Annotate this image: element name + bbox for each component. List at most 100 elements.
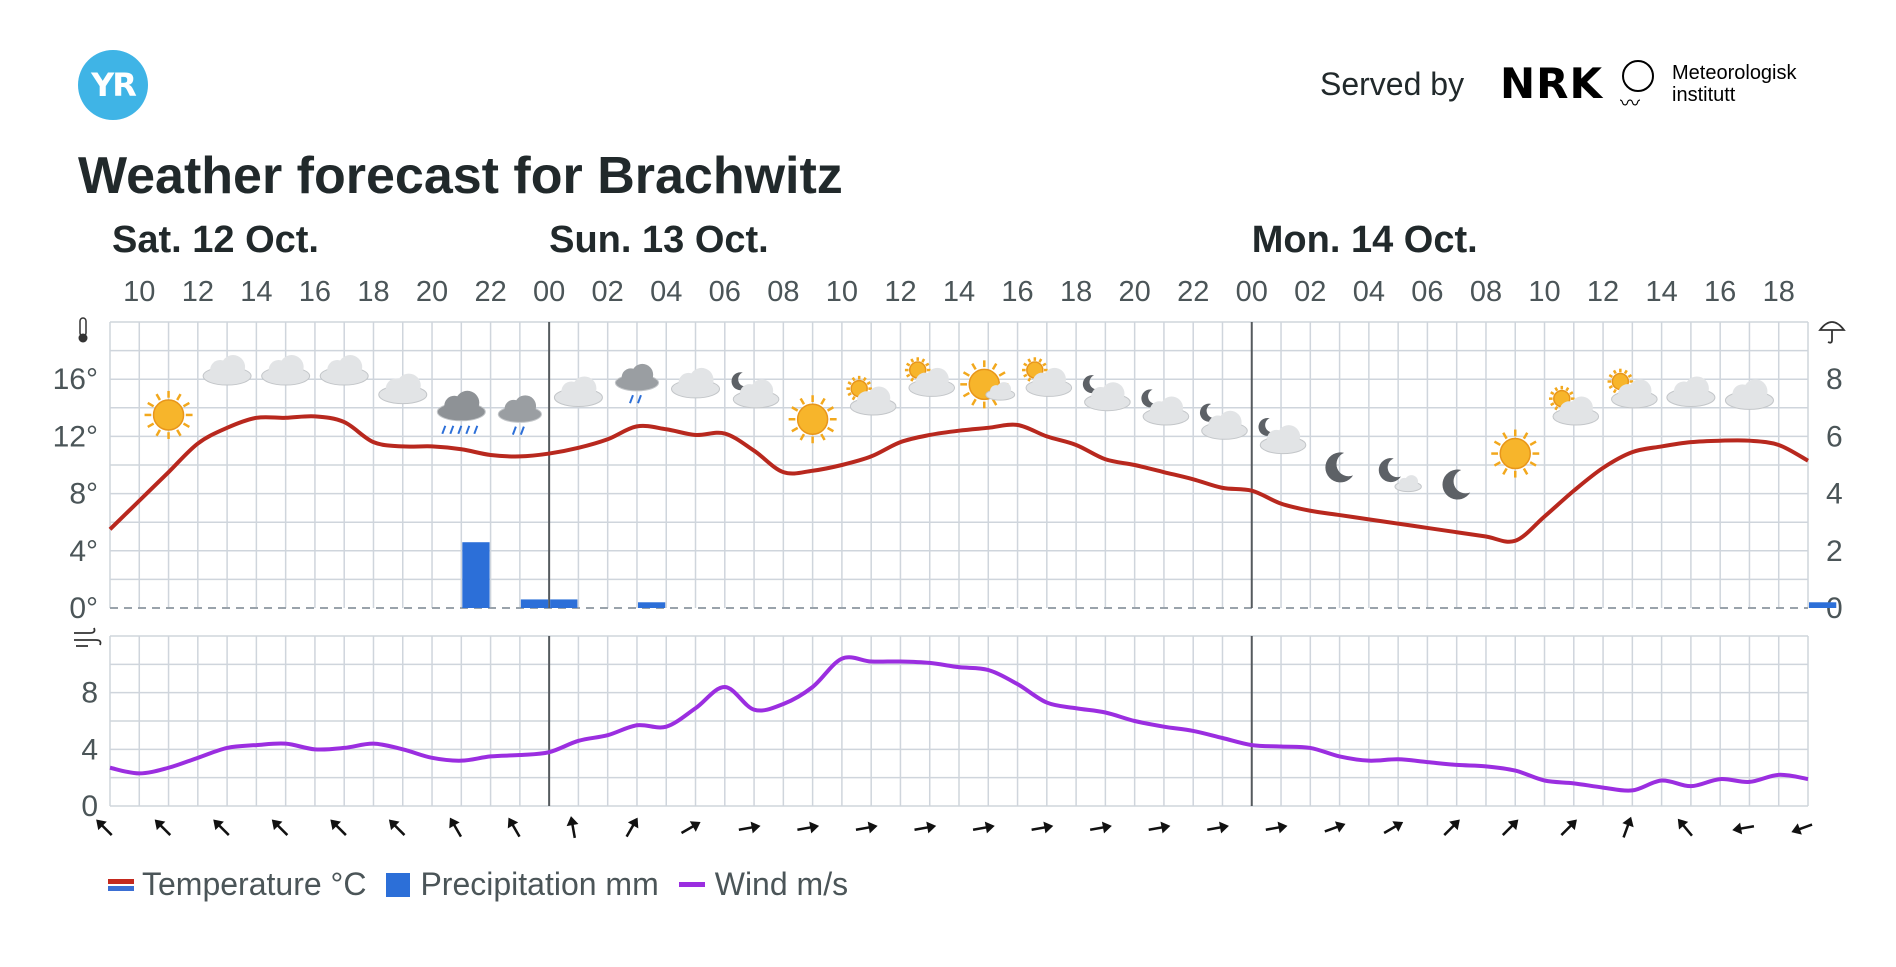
wind-direction-arrow-icon [797, 821, 820, 834]
wind-swatch [678, 882, 705, 887]
day-label: Sat. 12 Oct. [112, 219, 319, 261]
precip-axis-tick: 6 [1826, 420, 1843, 453]
sun-ray [155, 429, 162, 437]
precip-axis-tick: 2 [1826, 535, 1843, 568]
arrow-head [507, 817, 519, 829]
wind-direction-arrow-icon [914, 821, 937, 834]
cloudy-icon [1724, 379, 1774, 410]
partly-cloudy-sun-icon [1548, 385, 1600, 426]
clear-sky-sun-icon [788, 395, 837, 444]
light-rain-cloud-icon [614, 363, 660, 404]
moon-crescent [1082, 375, 1100, 394]
arrow-head [449, 817, 460, 829]
cloud-puff [1404, 475, 1419, 489]
wind-direction-arrow-icon [1031, 821, 1054, 834]
rain-drop [637, 394, 642, 404]
sun-ray [862, 376, 867, 382]
moon-crescent [1378, 458, 1401, 483]
wind-direction-arrow-icon [680, 821, 701, 835]
wind-direction-arrow-icon [330, 819, 347, 836]
yr-logo[interactable]: YR [78, 50, 148, 120]
rain-cloud-icon [436, 390, 486, 435]
arrow-head [388, 819, 400, 831]
sun-ray [906, 373, 911, 378]
sun-ray [991, 398, 998, 406]
partly-cloudy-sun-icon [1607, 368, 1658, 409]
clear-night-moon-icon [1442, 469, 1471, 500]
arrow-head [1622, 816, 1634, 828]
precipitation-bar [520, 599, 549, 608]
sun-ray [851, 376, 856, 382]
sun-ray [182, 422, 190, 429]
hour-tick-label: 10 [1528, 276, 1560, 308]
thermometer-stem [79, 317, 87, 337]
sun-ray [991, 362, 998, 371]
arrow-head [1277, 821, 1288, 834]
partly-cloudy-sun-icon [904, 357, 956, 397]
day-label: Mon. 14 Oct. [1252, 219, 1478, 261]
sun-ray [1027, 377, 1032, 382]
arrow-head [1507, 819, 1519, 831]
sun-ray [921, 358, 926, 363]
sun-ray [182, 401, 190, 408]
rain-drop [457, 425, 463, 435]
met-institute-name: Meteorologisk institutt [1672, 62, 1797, 106]
sun-ray [851, 395, 856, 401]
sun-ray [910, 377, 915, 382]
cloud-puff [631, 363, 654, 386]
precipitation-bar [462, 542, 490, 608]
hour-tick-label: 22 [474, 276, 506, 308]
cloud-puff [1160, 396, 1184, 420]
cloudy-icon [553, 376, 603, 407]
sun-ray [925, 362, 930, 367]
sun-ray [1565, 386, 1570, 392]
wind-direction-arrow-icon [1383, 821, 1404, 835]
wind-direction-arrow-icon [1622, 816, 1634, 838]
arrow-head [984, 821, 995, 834]
day-label: Sun. 13 Oct. [549, 219, 769, 261]
cloud-puff [926, 367, 949, 391]
hour-tick-label: 04 [1353, 276, 1385, 308]
arrow-head [566, 816, 579, 827]
cloud-puff [572, 376, 597, 401]
arrow-head [867, 821, 878, 834]
sun-ray [826, 426, 835, 433]
partly-cloudy-night-icon [1082, 375, 1131, 412]
sun-ray [1554, 406, 1559, 411]
arrow-head [96, 819, 107, 831]
sun-ray [799, 433, 806, 441]
sun-disc [1499, 437, 1531, 470]
sun-ray [1023, 362, 1028, 367]
wind-direction-arrow-icon [1560, 819, 1577, 836]
wind-direction-arrow-icon [271, 819, 289, 836]
cloudy-icon [319, 355, 369, 386]
wind-direction-arrow-icon [154, 819, 172, 836]
arrow-head [926, 821, 937, 834]
sun-ray [962, 391, 970, 398]
nrk-logo[interactable]: NRK [1500, 59, 1604, 108]
partly-cloudy-night-icon [1199, 403, 1248, 440]
hour-tick-label: 20 [1119, 276, 1151, 308]
sun-ray [820, 433, 826, 441]
rain-drop [473, 425, 479, 435]
sun-ray [1554, 386, 1559, 392]
sun-ray [1502, 467, 1508, 475]
temp-axis-tick: 4° [69, 535, 98, 568]
cloud-puff [221, 355, 246, 380]
hour-tick-label: 10 [123, 276, 155, 308]
sun-ray [866, 381, 871, 386]
hour-tick-label: 08 [1470, 276, 1502, 308]
hour-tick-label: 08 [767, 276, 799, 308]
temperature-line [108, 414, 1809, 544]
cloudy-icon [671, 367, 721, 399]
met-institute-logo[interactable] [1622, 60, 1654, 92]
sun-ray [1550, 402, 1555, 407]
arrow-head [1732, 822, 1743, 835]
partly-cloudy-night-icon [1141, 389, 1190, 426]
wind-direction-arrow-icon [1501, 819, 1519, 836]
moon-crescent [1258, 417, 1276, 436]
wind-direction-arrow-icon [1443, 819, 1460, 836]
partly-cloudy-night-icon [1258, 417, 1307, 455]
chart-legend: Temperature °C Precipitation mm Wind m/s [108, 866, 868, 903]
temp-axis-tick: 8° [69, 478, 98, 511]
